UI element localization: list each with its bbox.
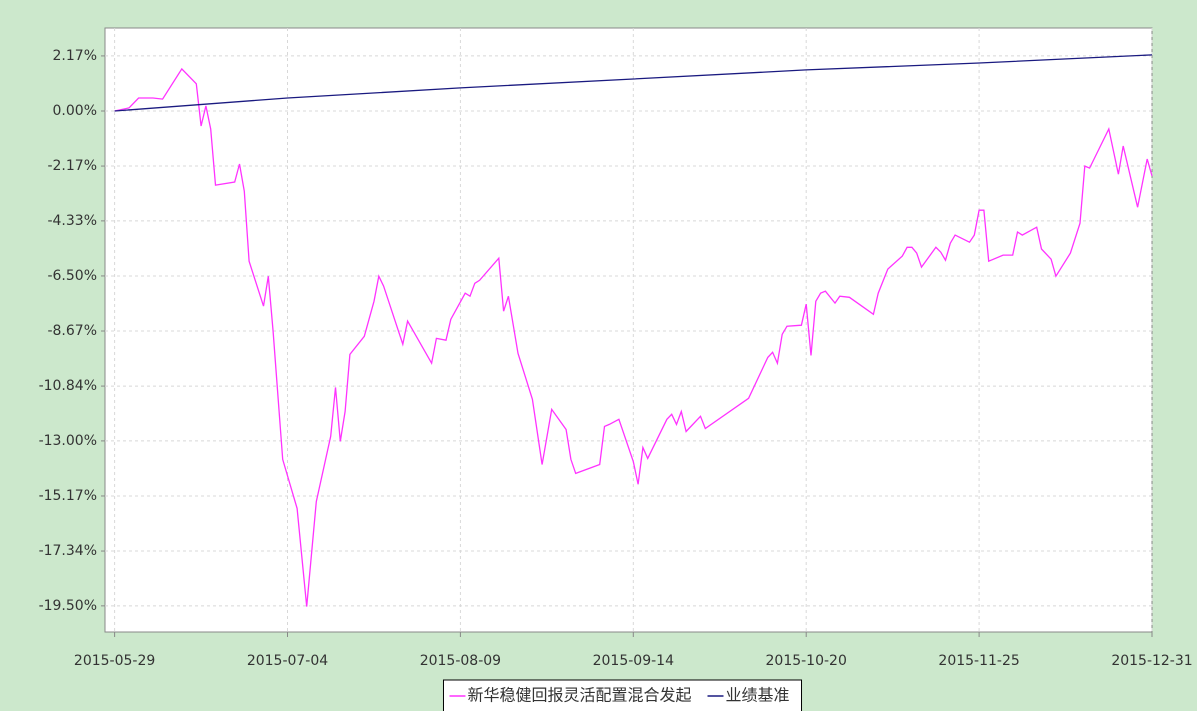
y-tick-label: -15.17%	[39, 488, 97, 504]
x-tick-label: 2015-11-25	[938, 653, 1019, 669]
y-tick-label: 2.17%	[53, 48, 97, 64]
y-tick-label: -19.50%	[39, 598, 97, 614]
x-tick-label: 2015-07-04	[247, 653, 328, 669]
x-tick-label: 2015-12-31	[1111, 653, 1192, 669]
legend-box	[442, 679, 803, 711]
x-tick-label: 2015-09-14	[593, 653, 674, 669]
data-line	[114, 67, 1153, 607]
y-tick-label: -10.84%	[39, 378, 97, 394]
x-tick-label: 2015-10-20	[766, 653, 847, 669]
y-tick-label: -6.50%	[47, 268, 97, 284]
y-tick-label: -17.34%	[39, 543, 97, 559]
y-tick-label: -4.33%	[47, 213, 97, 229]
plot-area	[104, 27, 1153, 633]
x-tick-label: 2015-05-29	[74, 653, 155, 669]
data-line	[114, 54, 1153, 112]
y-tick-label: -8.67%	[47, 323, 97, 339]
legend-label: 业绩基准	[726, 686, 790, 705]
y-tick-label: 0.00%	[53, 103, 97, 119]
y-tick-label: -2.17%	[47, 158, 97, 174]
legend-label: 新华稳健回报灵活配置混合发起	[467, 686, 691, 705]
x-tick-label: 2015-08-09	[420, 653, 501, 669]
y-tick-label: -13.00%	[39, 433, 97, 449]
